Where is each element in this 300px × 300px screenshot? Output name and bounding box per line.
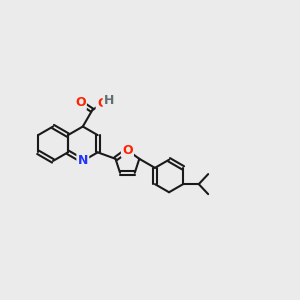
Text: O: O	[97, 97, 107, 110]
Text: O: O	[75, 96, 86, 109]
Text: O: O	[122, 144, 133, 157]
Text: N: N	[78, 154, 88, 167]
Text: H: H	[104, 94, 114, 107]
